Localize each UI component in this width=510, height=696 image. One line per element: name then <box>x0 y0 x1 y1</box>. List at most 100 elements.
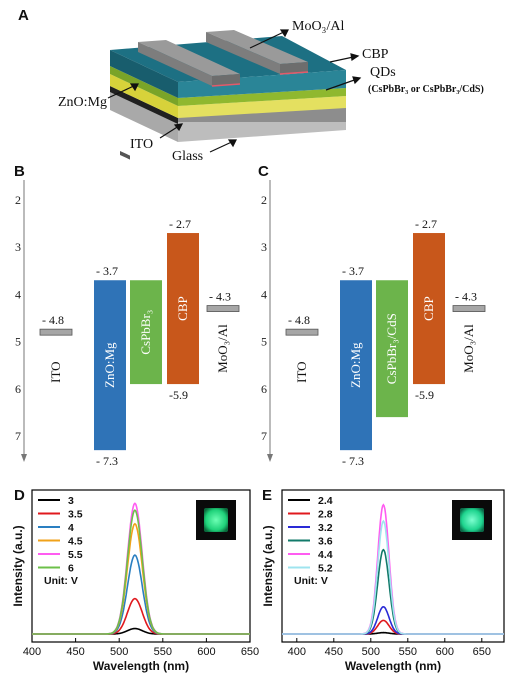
x-tick-label: 500 <box>110 646 128 658</box>
energy-material-label: CsPbBr₃/CdS <box>384 313 399 384</box>
energy-diagram-b: 2 3 4 5 6 7 - 4.8 ITO - 3.7 - 7.3 ZnO:Mg CsPbBr₃ - 2… <box>15 180 240 468</box>
ito-stripes <box>110 86 178 160</box>
energy-tick-label: 5 <box>261 335 267 349</box>
energy-tick-label: 3 <box>261 240 267 254</box>
energy-tick-label: 2 <box>15 193 21 207</box>
legend-label: 3.5 <box>68 509 83 521</box>
y-axis-label: Intensity (a.u.) <box>11 525 25 606</box>
inset-glow <box>460 508 484 532</box>
unit-label: Unit: V <box>44 575 78 587</box>
energy-tick-label: 7 <box>15 429 21 443</box>
energy-bar <box>413 233 445 385</box>
znomg-layer-left <box>110 74 178 118</box>
panel-label-a: A <box>18 7 29 24</box>
schematic-arrows <box>107 29 362 153</box>
x-tick-label: 600 <box>197 646 215 658</box>
y-axis-label: Intensity (a.u.) <box>261 525 275 606</box>
energy-value-label: - 4.3 <box>209 290 231 304</box>
energy-bar <box>167 233 199 385</box>
label-qds: QDs <box>370 65 396 80</box>
energy-value-label: - 4.8 <box>288 313 310 327</box>
energy-material-label: CBP <box>421 296 436 321</box>
energy-material-label: ITO <box>48 361 63 382</box>
x-tick-label: 650 <box>241 646 259 658</box>
moo3-al-electrode-1 <box>138 40 241 87</box>
energy-bar <box>376 280 408 418</box>
legend-label: 6 <box>68 563 74 575</box>
series-line <box>32 509 250 635</box>
legend-label: 4.4 <box>318 549 333 561</box>
device-schematic: MoO₃/Al CBP QDs (CsPbBr₃ or CsPbBr₃/CdS)… <box>58 19 484 164</box>
x-tick-label: 650 <box>473 646 491 658</box>
legend-label: 4.5 <box>68 536 83 548</box>
panel-label-d: D <box>14 487 25 504</box>
series-line <box>282 548 504 635</box>
energy-tick-label: 2 <box>261 193 267 207</box>
legend-label: 2.8 <box>318 509 333 521</box>
energy-axis-arrow <box>21 454 27 462</box>
energy-level-line <box>39 328 73 336</box>
znomg-layer-front <box>178 96 346 118</box>
x-tick-label: 550 <box>399 646 417 658</box>
panel-label-e: E <box>262 487 272 504</box>
x-tick-label: 400 <box>23 646 41 658</box>
energy-value-label: - 3.7 <box>96 264 118 278</box>
legend-label: 3.6 <box>318 536 333 548</box>
energy-value-label: - 2.7 <box>415 217 437 231</box>
energy-value-label: - 7.3 <box>342 454 364 468</box>
legend-label: 5.2 <box>318 563 333 575</box>
x-axis-label: Wavelength (nm) <box>93 659 189 673</box>
energy-tick-label: 6 <box>261 382 267 396</box>
energy-diagram-c: 2 3 4 5 6 7 - 4.8 ITO - 3.7 - 7.3 ZnO:Mg CsPbBr₃/Cd… <box>261 180 486 468</box>
energy-axis-arrow <box>267 454 273 462</box>
series-line <box>32 554 250 635</box>
energy-material-label: CBP <box>175 296 190 321</box>
label-ito: ITO <box>130 137 153 152</box>
energy-level-line <box>285 328 319 336</box>
legend-label: 3 <box>68 495 74 507</box>
x-tick-label: 450 <box>66 646 84 658</box>
cbp-layer-front <box>178 70 346 98</box>
moo3-al-electrode-2 <box>206 30 309 75</box>
qds-layer-front <box>178 88 346 106</box>
energy-bar <box>94 280 126 451</box>
energy-material-label: MoO₃/Al <box>215 324 230 373</box>
legend-label: 3.2 <box>318 522 333 534</box>
energy-value-label: - 3.7 <box>342 264 364 278</box>
series-line <box>32 627 250 635</box>
unit-label: Unit: V <box>294 575 328 587</box>
label-znomg: ZnO:Mg <box>58 95 107 110</box>
x-axis-label: Wavelength (nm) <box>345 659 441 673</box>
energy-tick-label: 4 <box>261 287 267 301</box>
legend-label: 5.5 <box>68 549 83 561</box>
qds-layer-left <box>110 66 178 106</box>
energy-material-label: ZnO:Mg <box>348 342 363 388</box>
x-tick-label: 400 <box>288 646 306 658</box>
energy-value-label: - 7.3 <box>96 454 118 468</box>
legend-label: 4 <box>68 522 74 534</box>
energy-value-label: -5.9 <box>415 388 434 402</box>
energy-tick-label: 5 <box>15 335 21 349</box>
x-tick-label: 500 <box>362 646 380 658</box>
inset-glow <box>204 508 228 532</box>
energy-value-label: - 2.7 <box>169 217 191 231</box>
spectrum-chart-d: 400 450 500 550 600 650 Wavelength (nm) Intensi… <box>11 489 259 673</box>
energy-bar <box>340 280 372 451</box>
panel-label-c: C <box>258 163 269 180</box>
plot-frame <box>31 489 251 643</box>
x-tick-label: 550 <box>154 646 172 658</box>
energy-value-label: - 4.8 <box>42 313 64 327</box>
energy-level-line <box>206 305 240 312</box>
energy-bar <box>130 280 162 385</box>
x-tick-label: 600 <box>436 646 454 658</box>
energy-material-label: ITO <box>294 361 309 382</box>
cbp-layer-left <box>110 50 178 98</box>
plot-frame <box>281 489 505 643</box>
glass-layer-front <box>178 122 346 142</box>
energy-material-label: ZnO:Mg <box>102 342 117 388</box>
spectrum-chart-e: 400 450 500 550 600 650 Wavelength (nm) Intensi… <box>261 489 505 673</box>
energy-value-label: - 4.3 <box>455 290 477 304</box>
series-line <box>282 519 504 635</box>
legend-label: 2.4 <box>318 495 333 507</box>
